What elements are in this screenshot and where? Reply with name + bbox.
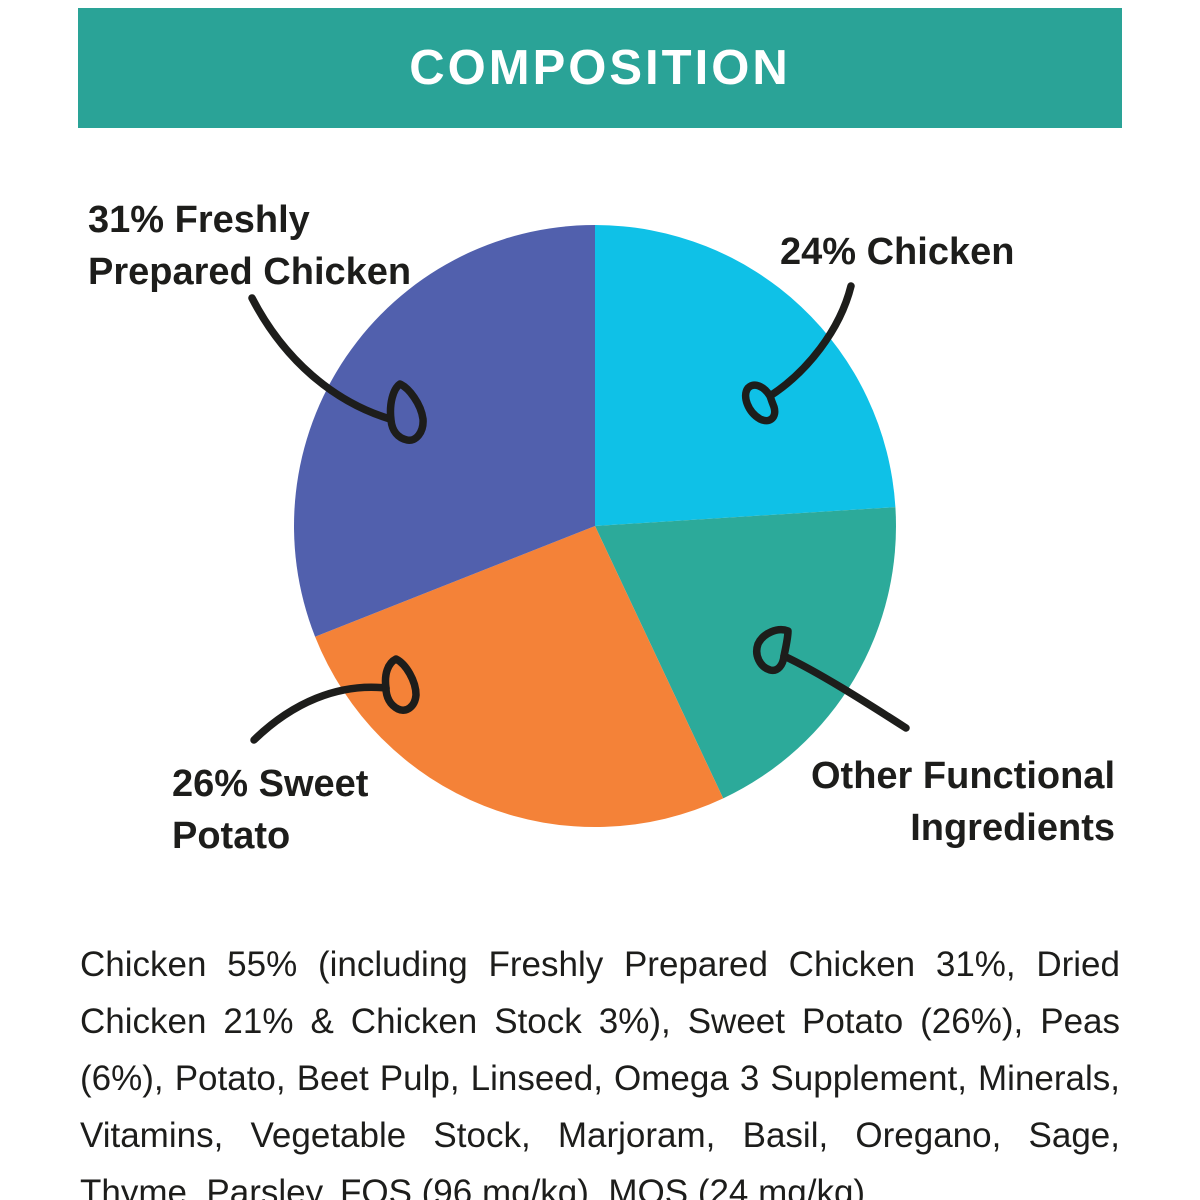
section-title: COMPOSITION [409,41,791,95]
label-freshly-line2: Prepared Chicken [88,251,412,293]
arrow-other-functional-ingredients [753,626,910,732]
pie-slice-freshly-prepared-chicken [294,225,595,637]
arrow-sweet-potato [250,655,420,744]
pie-slice-sweet-potato [315,526,724,828]
label-other-line2: Ingredients [910,807,1115,849]
label-other-functional-ingredients: Other Functional Ingredients [811,750,1115,854]
label-sweet-potato: 26% Sweet Potato [172,758,368,862]
section-header-bar: COMPOSITION [78,8,1122,128]
callout-arrows [248,282,910,744]
label-freshly-line1: 31% Freshly [88,199,310,241]
label-chicken-text: 24% Chicken [780,231,1015,273]
label-sweet-line1: 26% Sweet [172,763,369,805]
label-sweet-line2: Potato [172,815,291,857]
label-freshly-prepared-chicken: 31% Freshly Prepared Chicken [88,194,411,298]
pie-slice-chicken [595,225,896,526]
label-chicken: 24% Chicken [780,226,1014,278]
arrow-freshly-prepared-chicken [248,294,427,444]
pie-slices [294,225,896,828]
pie-slice-other-functional-ingredients [595,507,896,799]
ingredients-paragraph: Chicken 55% (including Freshly Prepared … [80,945,1120,1200]
arrow-chicken [741,282,855,425]
label-other-line1: Other Functional [811,755,1115,797]
